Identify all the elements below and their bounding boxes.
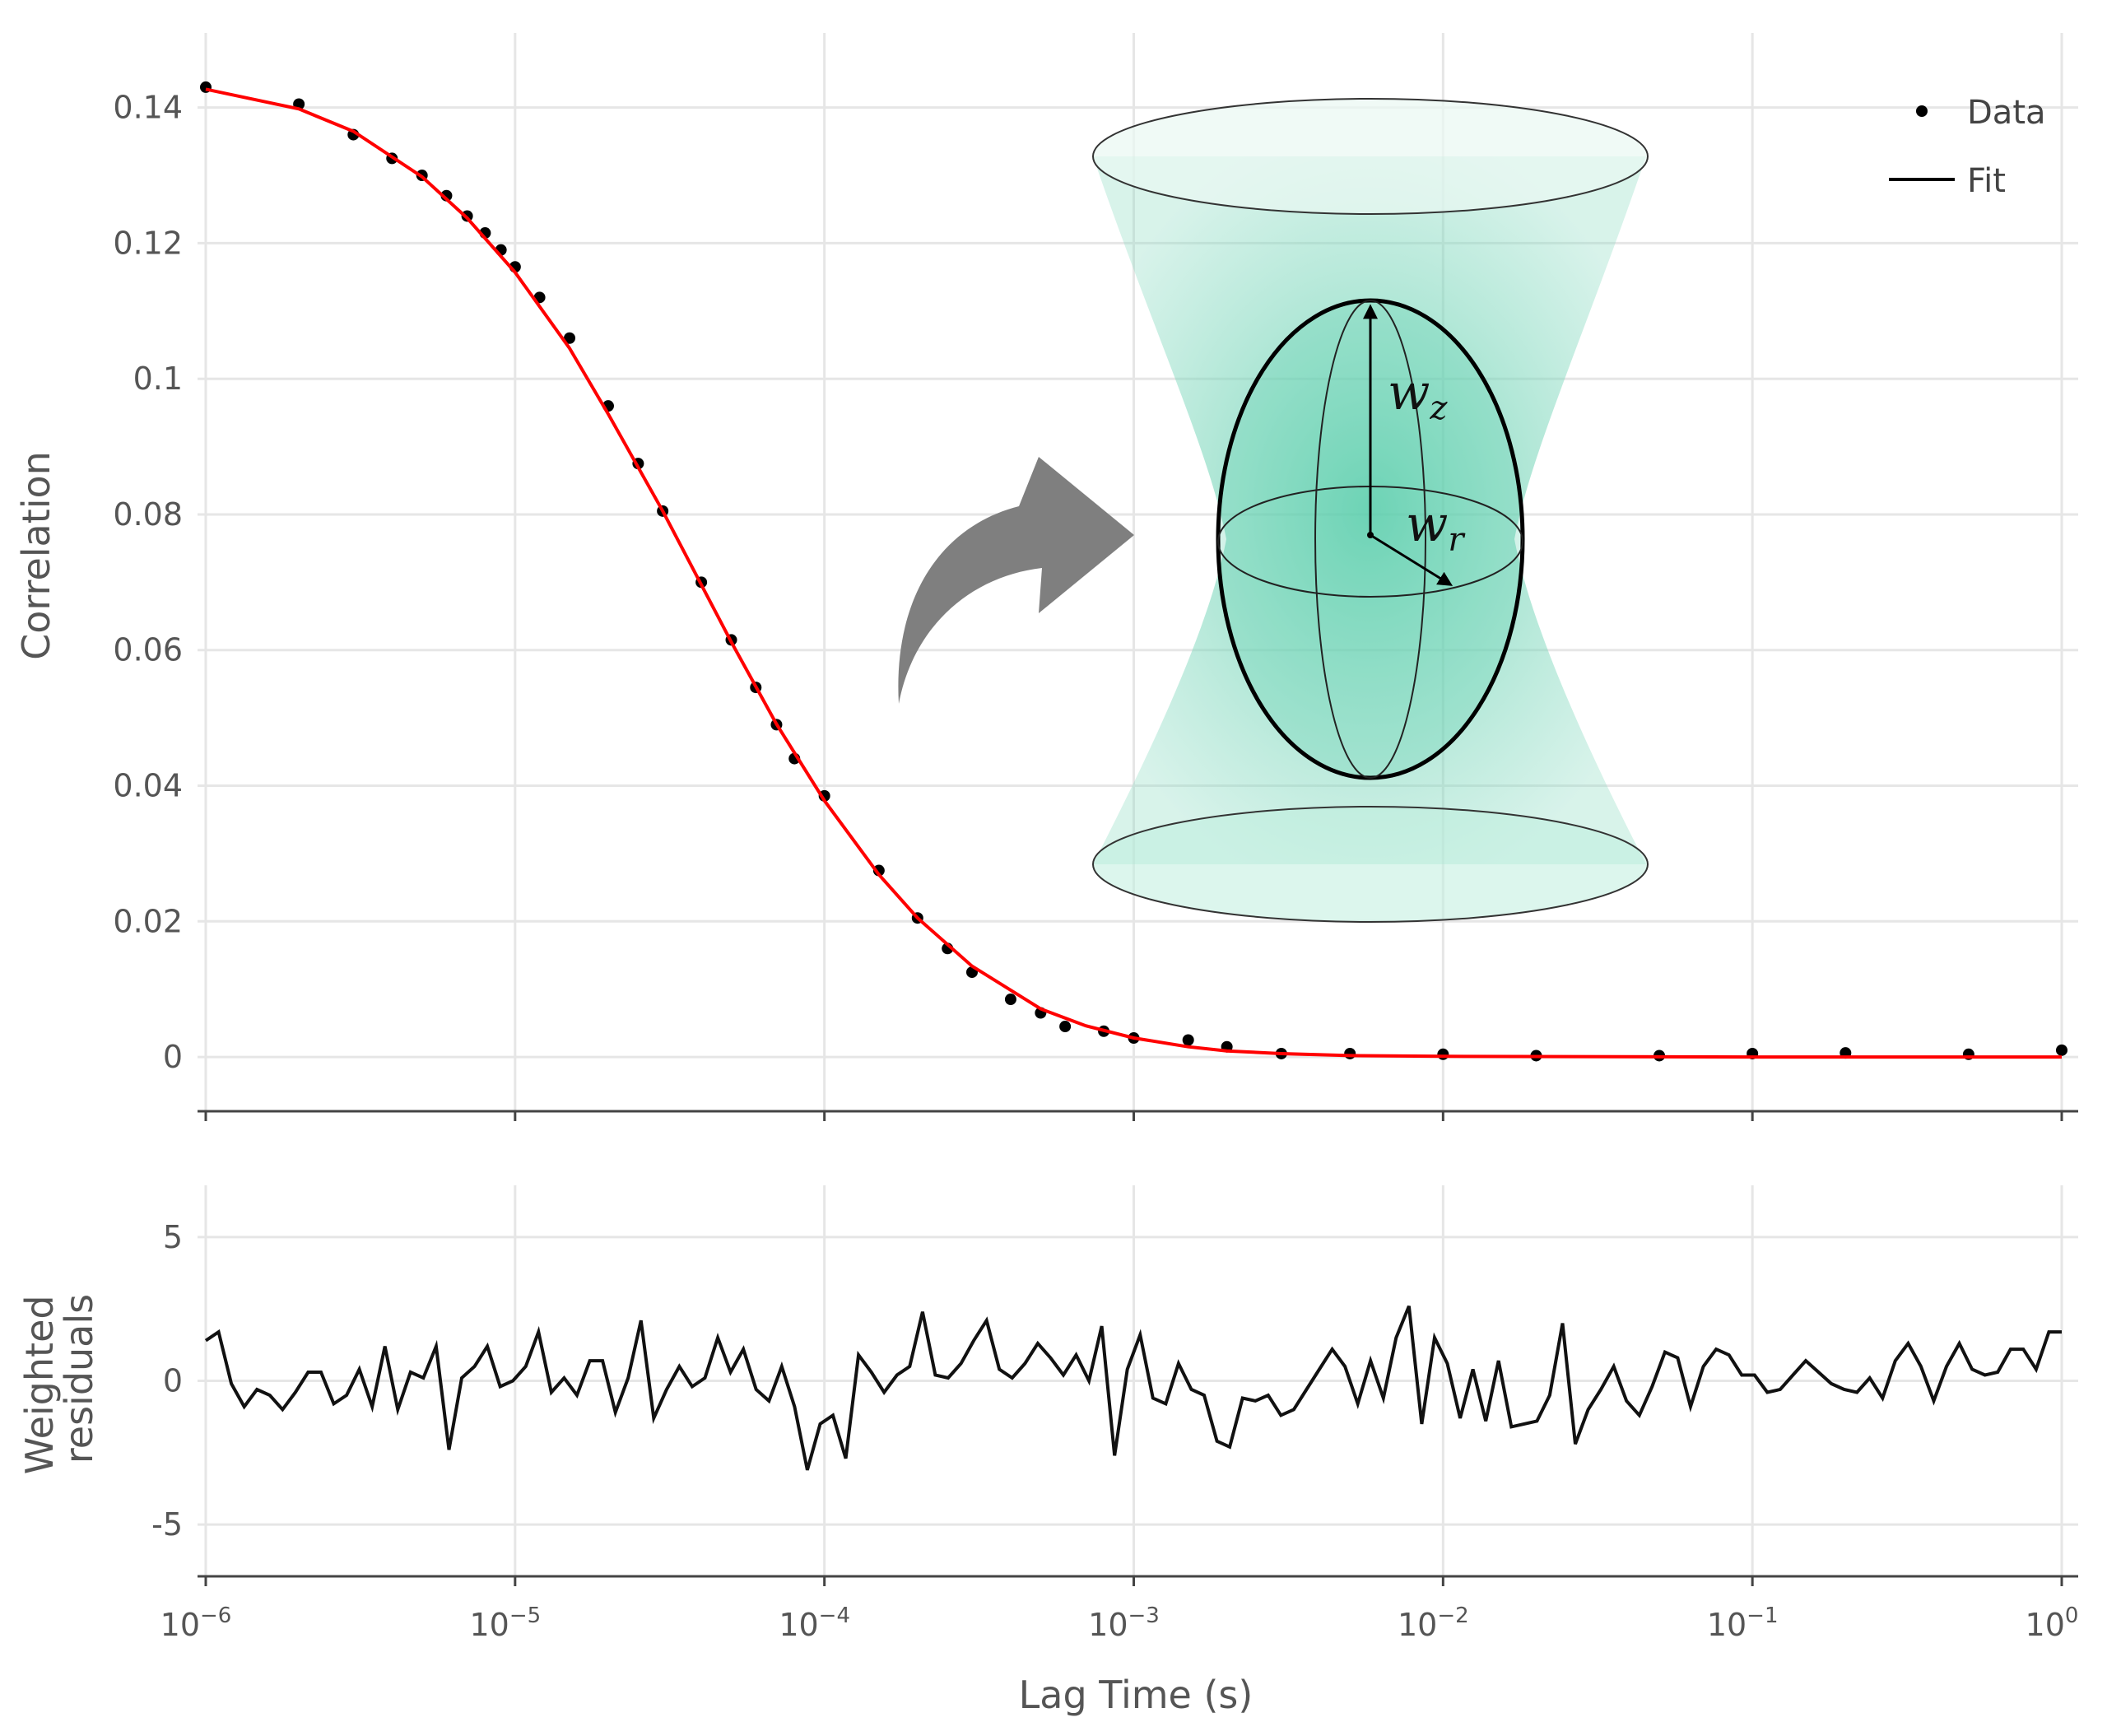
ellipsoid-meridian: [1314, 300, 1426, 779]
bottom-x-tick-label: 10−3: [1088, 1603, 1160, 1643]
data-point: [1059, 1021, 1072, 1033]
beam-bottom-ellipse: [1092, 806, 1649, 923]
bottom-grid: [198, 1185, 2078, 1576]
confocal-volume-illustration: wz wr: [898, 98, 1649, 923]
bottom-x-ticks: 10−6 10−5 10−4 10−3 10−2 10−1 100: [160, 1576, 2079, 1643]
data-point: [1004, 994, 1016, 1006]
x-axis-title: Lag Time (s): [1019, 1673, 1254, 1717]
legend-data-marker: [1916, 105, 1928, 117]
top-y-tick-label: 0.04: [113, 768, 183, 804]
top-y-tick-label: 0.06: [113, 632, 183, 668]
curved-pointer-arrow: [898, 457, 1134, 704]
top-y-tick-label: 0: [163, 1039, 183, 1075]
bottom-y-tick-label: -5: [151, 1506, 183, 1543]
top-y-tick-label: 0.14: [113, 90, 183, 126]
top-y-tick-label: 0.02: [113, 903, 183, 939]
bottom-x-tick-label: 10−4: [779, 1603, 850, 1643]
residuals-line: [204, 1305, 2062, 1471]
data-point: [2056, 1044, 2067, 1056]
y-axis-title-residuals: Weighted residuals: [17, 1283, 101, 1474]
data-point: [1437, 1048, 1449, 1060]
bottom-x-tick-label: 100: [2026, 1603, 2079, 1643]
wr-label: wr: [1406, 496, 1466, 559]
y-axis-title-correlation: Correlation: [14, 451, 58, 660]
legend: Data Fit: [1889, 94, 2046, 200]
bottom-x-tick-label: 10−1: [1707, 1603, 1779, 1643]
ellipsoid-center-dot: [1367, 532, 1374, 538]
wr-axis-arrow: [1370, 533, 1454, 586]
top-y-tick-label: 0.08: [113, 496, 183, 533]
data-point: [564, 332, 576, 344]
legend-fit-label: Fit: [1967, 162, 2006, 200]
bottom-y-ticks: -5 0 5: [151, 1219, 183, 1543]
data-point: [1344, 1047, 1356, 1059]
bottom-x-tick-label: 10−6: [160, 1603, 232, 1643]
top-y-tick-label: 0.12: [113, 225, 183, 261]
bottom-y-tick-label: 5: [163, 1219, 183, 1255]
wz-label: wz: [1388, 364, 1448, 427]
data-point: [1182, 1034, 1194, 1046]
top-y-tick-label: 0.1: [133, 361, 183, 397]
beam-top-ellipse: [1092, 98, 1649, 215]
legend-data-label: Data: [1967, 94, 2046, 132]
top-x-tick-marks: [204, 1111, 2063, 1121]
bottom-y-tick-label: 0: [163, 1363, 183, 1399]
fit-curve: [205, 87, 2062, 1059]
bottom-x-tick-label: 10−2: [1398, 1603, 1469, 1643]
bottom-x-tick-label: 10−5: [469, 1603, 541, 1643]
residuals-panel: -5 0 5 10−6 10−5 10−4 10−3 10−2 10−1 100 Weighte…: [17, 1185, 2078, 1717]
top-y-ticks: 0 0.02 0.04 0.06 0.08 0.1 0.12 0.14: [113, 90, 183, 1075]
